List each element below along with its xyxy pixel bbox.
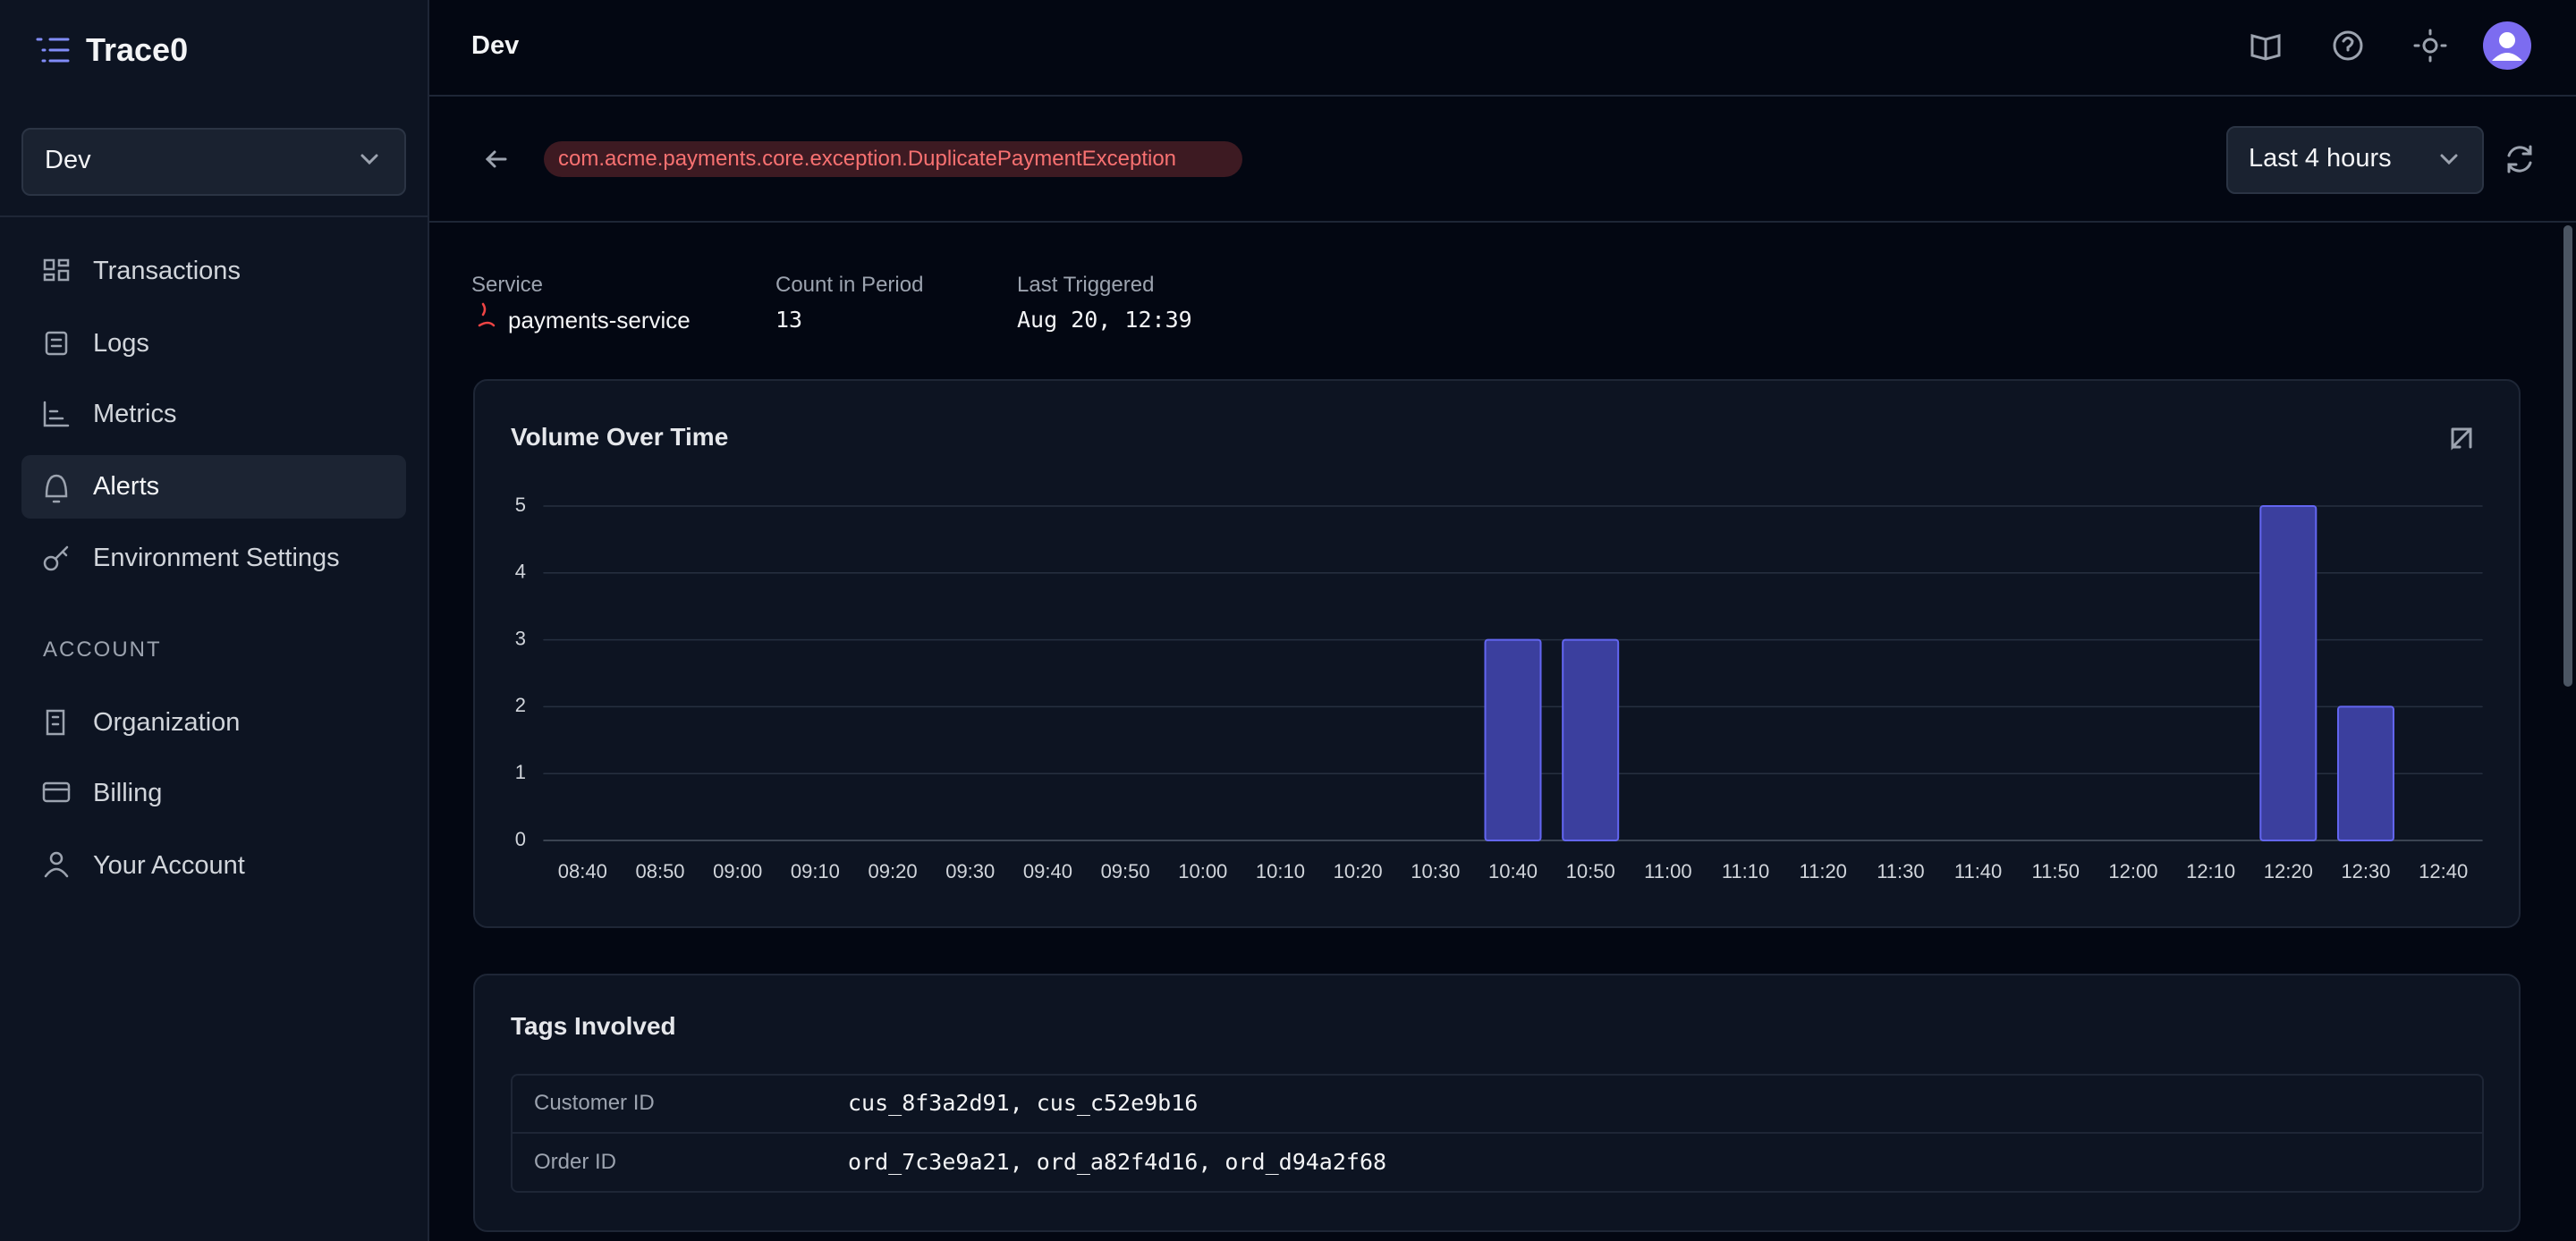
x-tick-label: 11:40 xyxy=(1954,860,2002,882)
nav-item[interactable]: Transactions xyxy=(93,257,241,285)
y-tick-label: 4 xyxy=(515,561,526,583)
x-tick-label: 12:20 xyxy=(2264,860,2313,882)
chart-title: Volume Over Time xyxy=(511,423,729,451)
time-range-value: Last 4 hours xyxy=(2249,144,2392,173)
nav-item[interactable]: Your Account xyxy=(93,851,245,880)
brand: Trace0 xyxy=(86,31,189,68)
x-tick-label: 11:30 xyxy=(1877,860,1924,882)
x-tick-label: 10:00 xyxy=(1178,860,1227,882)
stat-value: payments-service xyxy=(508,307,691,333)
x-tick-label: 12:40 xyxy=(2419,860,2468,882)
x-tick-label: 10:30 xyxy=(1411,860,1460,882)
header-bar xyxy=(429,0,2576,97)
sidebar-divider xyxy=(0,215,428,217)
x-tick-label: 09:30 xyxy=(945,860,995,882)
stat-value: 13 xyxy=(775,307,803,333)
x-tick-label: 09:00 xyxy=(713,860,762,882)
tag-value: cus_8f3a2d91, cus_c52e9b16 xyxy=(848,1090,1199,1116)
nav-item[interactable]: Organization xyxy=(93,708,241,737)
x-tick-label: 10:10 xyxy=(1256,860,1305,882)
x-tick-label: 11:00 xyxy=(1644,860,1691,882)
nav-icons xyxy=(42,258,71,878)
x-tick-label: 09:20 xyxy=(869,860,918,882)
x-tick-label: 11:50 xyxy=(2032,860,2080,882)
exception-name: com.acme.payments.core.exception.Duplica… xyxy=(558,147,1177,171)
x-tick-label: 10:40 xyxy=(1488,860,1538,882)
bar xyxy=(2336,705,2394,842)
y-tick-label: 1 xyxy=(515,761,526,783)
nav-active-bg xyxy=(21,455,406,519)
stat-label: Count in Period xyxy=(775,273,924,297)
x-tick-label: 09:50 xyxy=(1101,860,1150,882)
x-tick-label: 09:40 xyxy=(1023,860,1072,882)
java-icon xyxy=(478,302,496,327)
bar xyxy=(1484,638,1542,841)
stat-label: Service xyxy=(471,273,544,297)
nav-item[interactable]: Environment Settings xyxy=(93,544,340,572)
x-tick-label: 09:10 xyxy=(791,860,840,882)
tag-key: Customer ID xyxy=(534,1091,655,1115)
y-tick-label: 5 xyxy=(515,494,526,516)
x-tick-label: 11:20 xyxy=(1800,860,1847,882)
toolbar-bar xyxy=(429,97,2576,223)
x-tick-label: 10:50 xyxy=(1566,860,1615,882)
y-tick-label: 2 xyxy=(515,694,526,716)
bar xyxy=(1562,638,1620,841)
exception-pill xyxy=(544,141,1242,177)
sidebar xyxy=(0,0,429,1241)
x-tick-label: 12:10 xyxy=(2186,860,2235,882)
chevron xyxy=(360,154,378,165)
x-tick-label: 08:40 xyxy=(558,860,607,882)
x-tick-label: 08:50 xyxy=(635,860,684,882)
y-tick-label: 0 xyxy=(515,828,526,850)
x-tick-label: 11:10 xyxy=(1722,860,1769,882)
env-select[interactable] xyxy=(21,128,406,196)
nav-item[interactable]: Alerts xyxy=(93,472,160,501)
stat-label: Last Triggered xyxy=(1017,273,1155,297)
tags-table xyxy=(511,1074,2484,1193)
time-range-select[interactable] xyxy=(2226,126,2484,194)
tag-key: Order ID xyxy=(534,1150,617,1174)
nav-item[interactable]: Logs xyxy=(93,329,149,358)
tag-value: ord_7c3e9a21, ord_a82f4d16, ord_d94a2f68 xyxy=(848,1149,1387,1175)
tags-row-divider xyxy=(513,1132,2482,1134)
header-title: Dev xyxy=(471,31,520,60)
x-tick-label: 12:30 xyxy=(2341,860,2390,882)
scrollbar-thumb[interactable] xyxy=(2563,225,2572,687)
env-select-value: Dev xyxy=(45,146,91,174)
nav-item[interactable]: Billing xyxy=(93,779,163,807)
y-tick-label: 3 xyxy=(515,627,526,649)
header-icons[interactable] xyxy=(485,21,2532,451)
tags-title: Tags Involved xyxy=(511,1012,676,1040)
x-tick-label: 10:20 xyxy=(1334,860,1383,882)
nav-section: ACCOUNT xyxy=(43,637,162,662)
brand-icon xyxy=(36,38,70,63)
tags-card xyxy=(473,974,2521,1232)
bar xyxy=(2259,505,2318,841)
nav-item[interactable]: Metrics xyxy=(93,400,177,428)
stat-value: Aug 20, 12:39 xyxy=(1017,307,1192,333)
x-tick-label: 12:00 xyxy=(2108,860,2157,882)
